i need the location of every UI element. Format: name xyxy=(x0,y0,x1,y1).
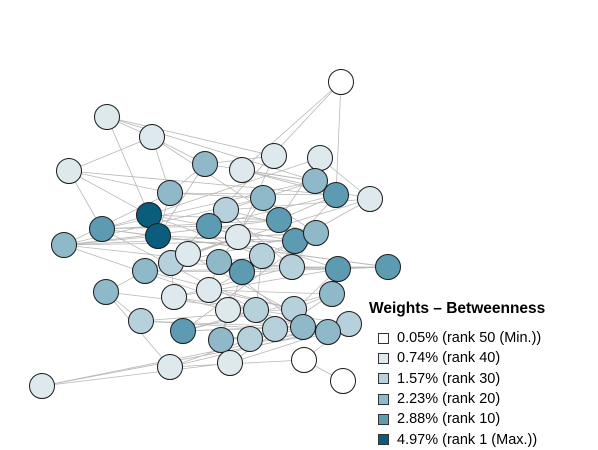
legend: Weights – Betweenness 0.05% (rank 50 (Mi… xyxy=(367,300,595,450)
graph-edge xyxy=(241,266,389,273)
graph-node xyxy=(145,223,171,249)
graph-edge xyxy=(63,235,159,246)
graph-node xyxy=(315,319,341,345)
graph-edge xyxy=(41,331,329,387)
legend-item-label: 0.05% (rank 50 (Min.)) xyxy=(397,330,542,347)
graph-edge xyxy=(68,170,337,196)
graph-node xyxy=(237,326,263,352)
graph-edge xyxy=(106,116,150,216)
graph-edge xyxy=(68,136,153,172)
graph-edge xyxy=(68,170,171,194)
graph-edge xyxy=(173,266,293,298)
graph-node xyxy=(215,297,241,323)
graph-node xyxy=(225,224,251,250)
graph-node xyxy=(29,373,55,399)
legend-item: 2.23% (rank 20) xyxy=(367,389,595,409)
graph-edge xyxy=(101,219,280,230)
graph-edge xyxy=(157,163,206,237)
graph-node xyxy=(51,232,77,258)
graph-node xyxy=(262,316,288,342)
legend-swatch xyxy=(378,413,389,425)
legend-item-label: 1.57% (rank 30) xyxy=(397,370,501,387)
graph-node xyxy=(157,354,183,380)
graph-edge xyxy=(106,116,275,157)
graph-node xyxy=(302,168,328,194)
node-layer xyxy=(29,69,401,399)
graph-node xyxy=(328,69,354,95)
graph-node xyxy=(170,318,196,344)
graph-node xyxy=(89,216,115,242)
legend-item: 2.88% (rank 10) xyxy=(367,409,595,429)
graph-edge xyxy=(169,338,251,368)
graph-edge xyxy=(68,170,150,216)
graph-node xyxy=(325,256,351,282)
graph-node xyxy=(243,297,269,323)
graph-edge xyxy=(225,198,371,211)
graph-edge xyxy=(63,192,171,246)
legend-item-label: 4.97% (rank 1 (Max.)) xyxy=(397,431,538,448)
legend-item: 4.97% (rank 1 (Max.)) xyxy=(367,429,595,449)
graph-edge xyxy=(208,289,333,295)
graph-node xyxy=(323,182,349,208)
graph-node xyxy=(249,243,275,269)
graph-node xyxy=(291,347,317,373)
graph-node xyxy=(303,220,329,246)
graph-node xyxy=(357,186,383,212)
graph-node xyxy=(290,314,316,340)
graph-node xyxy=(192,151,218,177)
graph-node xyxy=(319,281,345,307)
graph-edge xyxy=(106,116,316,182)
graph-edge xyxy=(225,209,293,268)
legend-title: Weights – Betweenness xyxy=(369,300,546,317)
graph-node xyxy=(229,157,255,183)
graph-node xyxy=(196,213,222,239)
graph-node xyxy=(196,277,222,303)
legend-item-label: 0.74% (rank 40) xyxy=(397,350,501,367)
graph-edge xyxy=(173,296,257,311)
graph-edge xyxy=(241,81,342,171)
legend-item-label: 2.23% (rank 20) xyxy=(397,391,501,408)
legend-item: 0.74% (rank 40) xyxy=(367,348,595,368)
legend-swatch xyxy=(378,332,389,344)
graph-node xyxy=(307,145,333,171)
graph-node xyxy=(261,143,287,169)
legend-swatch xyxy=(378,352,389,364)
legend-item-label: 2.88% (rank 10) xyxy=(397,411,501,428)
graph-node xyxy=(132,258,158,284)
graph-node xyxy=(229,259,255,285)
graph-edge xyxy=(220,326,304,341)
legend-swatch xyxy=(378,373,389,385)
graph-node xyxy=(208,327,234,353)
legend-swatch xyxy=(378,434,389,446)
graph-node xyxy=(213,197,239,223)
graph-node xyxy=(175,241,201,267)
graph-edge xyxy=(148,214,296,242)
legend-swatch xyxy=(378,393,389,405)
graph-node xyxy=(266,207,292,233)
graph-node xyxy=(157,180,183,206)
graph-node xyxy=(128,308,154,334)
graph-node xyxy=(217,350,243,376)
graph-edge xyxy=(41,362,231,387)
graph-node xyxy=(56,158,82,184)
graph-node xyxy=(250,185,276,211)
graph-edge xyxy=(204,163,316,182)
graph-node xyxy=(330,368,356,394)
graph-edge xyxy=(229,331,329,364)
graph-edge xyxy=(335,81,342,196)
graph-node xyxy=(279,254,305,280)
legend-item: 1.57% (rank 30) xyxy=(367,369,595,389)
graph-node xyxy=(139,124,165,150)
legend-item: 0.05% (rank 50 (Min.)) xyxy=(367,328,595,348)
graph-node xyxy=(94,104,120,130)
graph-node xyxy=(206,249,232,275)
graph-edge xyxy=(274,268,339,330)
graph-node xyxy=(161,284,187,310)
graph-node xyxy=(93,279,119,305)
graph-node xyxy=(375,254,401,280)
